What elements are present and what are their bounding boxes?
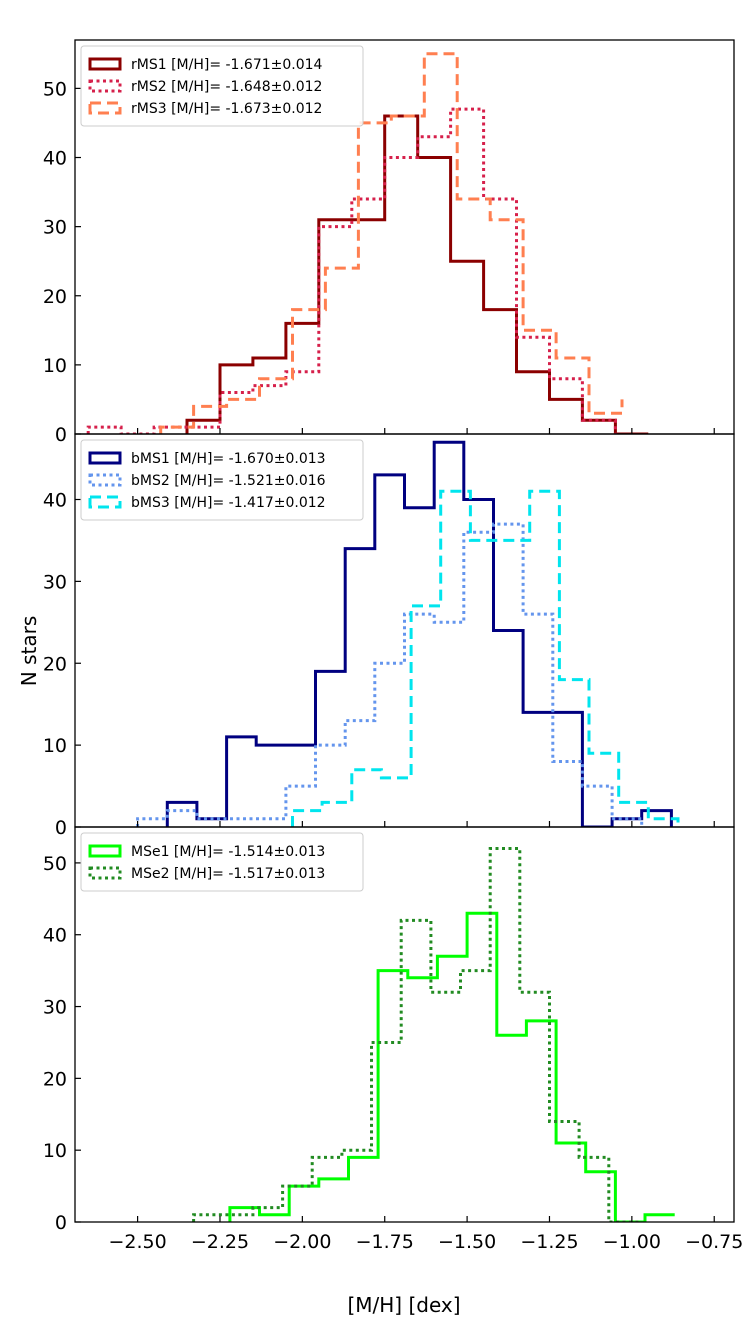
panel-bottom: 0 10 20 30 40 50 −2.50 −2.25 −2.00 −1.75 −1.50 −1.2…: [43, 826, 743, 1253]
histogram-top-series-3: [159, 52, 624, 434]
histogram-top-series-1: [185, 114, 649, 434]
y-tick-label: 10: [43, 1140, 67, 1162]
x-tick-label: −1.25: [520, 1231, 578, 1253]
panel-top: 0 10 20 30 40 50 rMS1 [M/H]= -1.671±0.014 rMS2 …: [43, 39, 735, 446]
legend-label: rMS1 [M/H]= -1.671±0.014: [131, 57, 323, 73]
y-tick-label: 20: [43, 653, 67, 675]
y-tick-label: 0: [55, 424, 67, 446]
y-tick-label: 0: [55, 817, 67, 839]
legend-box: [80, 45, 364, 127]
y-tick-label: 30: [43, 217, 67, 239]
legend-handle: [88, 101, 122, 115]
legend-handle: [88, 473, 122, 487]
y-tick-label: 50: [43, 853, 67, 875]
histogram-middle-series-1: [165, 440, 673, 827]
x-tick-label: −1.00: [603, 1231, 661, 1253]
histogram-middle-series-2: [136, 522, 644, 827]
y-tick-label: 20: [43, 1068, 67, 1090]
legend-top: rMS1 [M/H]= -1.671±0.014 rMS2 [M/H]= -1.6…: [80, 45, 364, 127]
y-tick-label: 0: [55, 1212, 67, 1234]
legend-middle: bMS1 [M/H]= -1.670±0.013 bMS2 [M/H]= -1.5…: [80, 439, 364, 521]
legend-label: rMS2 [M/H]= -1.648±0.012: [131, 79, 322, 95]
y-tick-label: 30: [43, 571, 67, 593]
legend-handle: [88, 844, 122, 858]
legend-label: MSe2 [M/H]= -1.517±0.013: [131, 866, 325, 882]
y-tick-label: 10: [43, 355, 67, 377]
y-tick-label: 40: [43, 490, 67, 512]
x-axis-label: [M/H] [dex]: [347, 1293, 460, 1317]
histogram-bottom-series-2: [192, 847, 639, 1222]
y-tick-label: 50: [43, 78, 67, 100]
histograms-top: [86, 52, 649, 434]
x-tick-label: −0.75: [685, 1231, 743, 1253]
y-tick-label: 40: [43, 148, 67, 170]
legend-handle: [88, 451, 122, 465]
x-tick-label: −2.50: [108, 1231, 166, 1253]
legend-box: [80, 832, 364, 892]
y-tick-label: 30: [43, 997, 67, 1019]
legend-bottom: MSe1 [M/H]= -1.514±0.013 MSe2 [M/H]= -1.5…: [80, 832, 364, 892]
panels: 0 10 20 30 40 50 rMS1 [M/H]= -1.671±0.014 rMS2 …: [43, 39, 743, 1253]
histograms-bottom: [192, 847, 675, 1222]
x-tick-label: −1.75: [356, 1231, 414, 1253]
legend-label: bMS2 [M/H]= -1.521±0.016: [131, 473, 326, 489]
histogram-bottom-series-1: [228, 911, 675, 1222]
histogram-top-series-2: [86, 107, 617, 434]
histogram-middle-series-3: [291, 489, 680, 827]
legend-handle: [88, 495, 122, 509]
legend-box: [80, 439, 364, 521]
axes-frame-bottom: [74, 826, 735, 1223]
panel-middle: 0 10 20 30 40 bMS1 [M/H]= -1.670±0.013 bMS2 [M…: [43, 433, 735, 839]
legend-handle: [88, 57, 122, 71]
legend-label: MSe1 [M/H]= -1.514±0.013: [131, 844, 325, 860]
x-tick-label: −2.00: [273, 1231, 331, 1253]
x-tick-label: −1.50: [438, 1231, 496, 1253]
legend-label: rMS3 [M/H]= -1.673±0.012: [131, 101, 322, 117]
legend-handle: [88, 866, 122, 880]
y-tick-label: 20: [43, 286, 67, 308]
y-axis-label: N stars: [17, 616, 41, 686]
legend-label: bMS1 [M/H]= -1.670±0.013: [131, 451, 326, 467]
x-tick-label: −2.25: [191, 1231, 249, 1253]
y-tick-label: 40: [43, 925, 67, 947]
y-tick-label: 10: [43, 735, 67, 757]
legend-handle: [88, 79, 122, 93]
histograms-middle: [136, 440, 680, 827]
legend-label: bMS3 [M/H]= -1.417±0.012: [131, 495, 326, 511]
